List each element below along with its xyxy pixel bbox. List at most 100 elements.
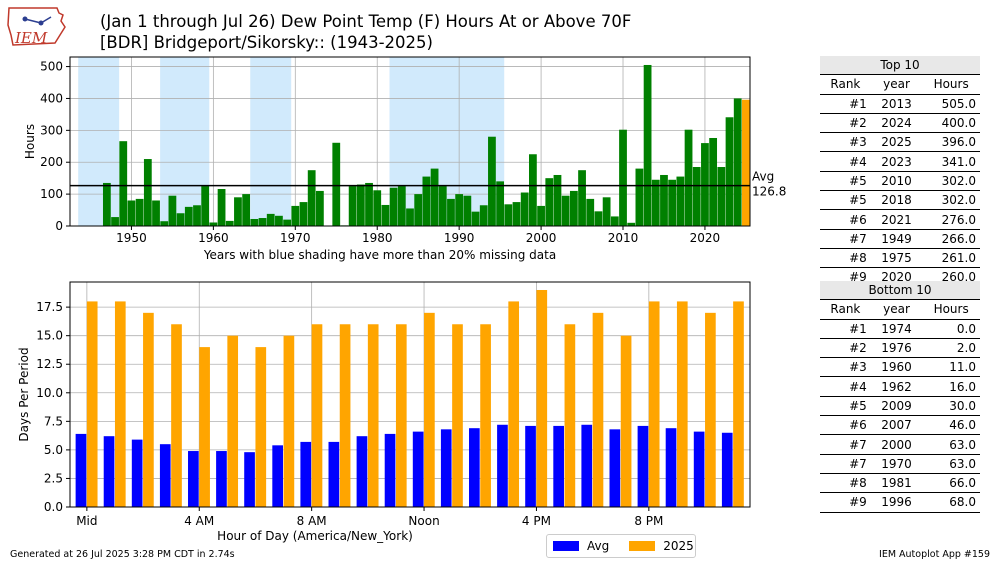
- svg-text:IEM: IEM: [14, 29, 48, 47]
- top10-cell-rank: #2: [820, 113, 871, 134]
- legend-item-avg: Avg: [553, 539, 609, 553]
- bottom10-cell-rank: #3: [820, 357, 871, 378]
- top10-cell-year: 1975: [870, 248, 923, 269]
- y-tick-label: 7.5: [44, 414, 63, 428]
- year-bar: [545, 178, 554, 226]
- x-tick-label: 4 AM: [184, 514, 214, 528]
- average-label: Avg: [752, 170, 774, 184]
- top10-header-rank: Rank: [820, 74, 871, 95]
- top10-cell-year: 2013: [870, 94, 923, 114]
- year-bar: [266, 213, 275, 226]
- current-year-bar: [395, 324, 407, 507]
- x-tick-label: 2020: [690, 231, 721, 245]
- year-bar: [709, 137, 718, 226]
- footer-app: IEM Autoplot App #159: [879, 549, 990, 560]
- bottom10-row: #2 1976 2.0: [820, 338, 980, 359]
- year-bar: [684, 129, 693, 226]
- year-bar: [537, 205, 545, 226]
- top10-cell-year: 2025: [870, 132, 923, 153]
- y-tick-label: 300: [40, 123, 63, 137]
- avg-bar: [693, 431, 705, 507]
- x-tick-label: 1950: [116, 231, 147, 245]
- year-bar: [389, 187, 398, 226]
- bottom10-cell-year: 1976: [870, 338, 923, 359]
- top10-cell-year: 2024: [870, 113, 923, 134]
- bottom10-header-hours: Hours: [922, 299, 980, 320]
- year-bar: [414, 194, 423, 226]
- x-tick-label: 8 AM: [297, 514, 327, 528]
- year-bar: [184, 206, 193, 226]
- current-year-bar: [171, 324, 182, 507]
- current-year-bar: [114, 301, 126, 507]
- year-bar: [455, 194, 464, 226]
- x-axis-label: Years with blue shading have more than 2…: [203, 248, 556, 262]
- year-bar: [635, 168, 644, 226]
- current-year-bar: [592, 312, 604, 507]
- legend-swatch-avg: [553, 541, 579, 551]
- current-year-bar: [367, 324, 379, 507]
- top10-row: #3 2025 396.0: [820, 132, 980, 153]
- top10-cell-hours: 302.0: [922, 190, 980, 211]
- year-bar: [168, 195, 177, 226]
- current-year-bar: [339, 324, 351, 507]
- y-tick-label: 17.5: [36, 300, 63, 314]
- year-bar: [143, 159, 152, 226]
- current-year-bar: [86, 301, 98, 507]
- bottom10-row: #7 1970 63.0: [820, 454, 980, 474]
- avg-bar: [300, 441, 312, 507]
- avg-bar: [356, 436, 368, 507]
- bottom10-cell-hours: 63.0: [922, 434, 980, 455]
- top10-cell-hours: 400.0: [922, 113, 980, 134]
- year-bar: [152, 200, 160, 226]
- top10-cell-rank: #5: [820, 190, 871, 211]
- bottom10-table: Bottom 10 Rank year Hours #1 1974 0.0 #2 197…: [820, 281, 980, 513]
- avg-bar: [469, 428, 480, 507]
- x-axis-label: Hour of Day (America/New_York): [217, 529, 413, 543]
- top10-cell-year: 1949: [870, 229, 923, 249]
- bottom10-cell-hours: 16.0: [922, 376, 980, 397]
- bottom10-cell-rank: #1: [820, 319, 871, 339]
- year-bar: [619, 129, 627, 226]
- year-bar: [561, 195, 570, 226]
- top10-cell-hours: 261.0: [922, 248, 980, 269]
- year-bar: [504, 204, 513, 226]
- bottom10-row: #9 1996 68.0: [820, 492, 980, 513]
- bottom10-header-rank: Rank: [820, 299, 871, 320]
- y-tick-label: 200: [40, 155, 63, 169]
- iem-logo: IEM: [5, 5, 67, 51]
- chart-legend: Avg 2025: [546, 534, 696, 558]
- x-tick-label: 1970: [280, 231, 311, 245]
- average-value: 126.8: [752, 185, 786, 199]
- avg-bar: [75, 433, 87, 507]
- current-year-bar: [705, 312, 716, 507]
- top10-cell-year: 2021: [870, 209, 923, 230]
- avg-bar: [328, 441, 340, 507]
- year-bar: [447, 198, 455, 226]
- top10-cell-rank: #5: [820, 171, 871, 192]
- year-bar: [692, 167, 701, 226]
- year-bar: [701, 143, 709, 226]
- avg-bar: [609, 429, 621, 507]
- missing-data-shading: [389, 57, 505, 226]
- year-bar: [111, 217, 119, 226]
- year-bar: [668, 179, 677, 226]
- year-bar: [209, 222, 218, 226]
- bottom10-cell-year: 2007: [870, 415, 923, 436]
- y-tick-label: 2.5: [44, 471, 63, 485]
- top10-cell-hours: 396.0: [922, 132, 980, 153]
- chart-title-line2: [BDR] Bridgeport/Sikorsky:: (1943-2025): [100, 33, 433, 52]
- legend-label-2025: 2025: [663, 539, 694, 553]
- x-tick-label: Mid: [76, 514, 97, 528]
- year-bar: [258, 218, 267, 226]
- top10-row: #5 2010 302.0: [820, 171, 980, 192]
- bottom10-cell-rank: #4: [820, 376, 871, 397]
- current-year-bar: [733, 301, 744, 507]
- bottom10-row: #7 2000 63.0: [820, 434, 980, 455]
- bottom10-cell-rank: #2: [820, 338, 871, 359]
- year-bar: [471, 211, 480, 226]
- current-year-bar: [480, 324, 491, 507]
- current-year-bar: [508, 301, 520, 507]
- current-year-bar: [564, 324, 576, 507]
- missing-data-shading: [78, 57, 120, 226]
- year-bar: [529, 154, 537, 226]
